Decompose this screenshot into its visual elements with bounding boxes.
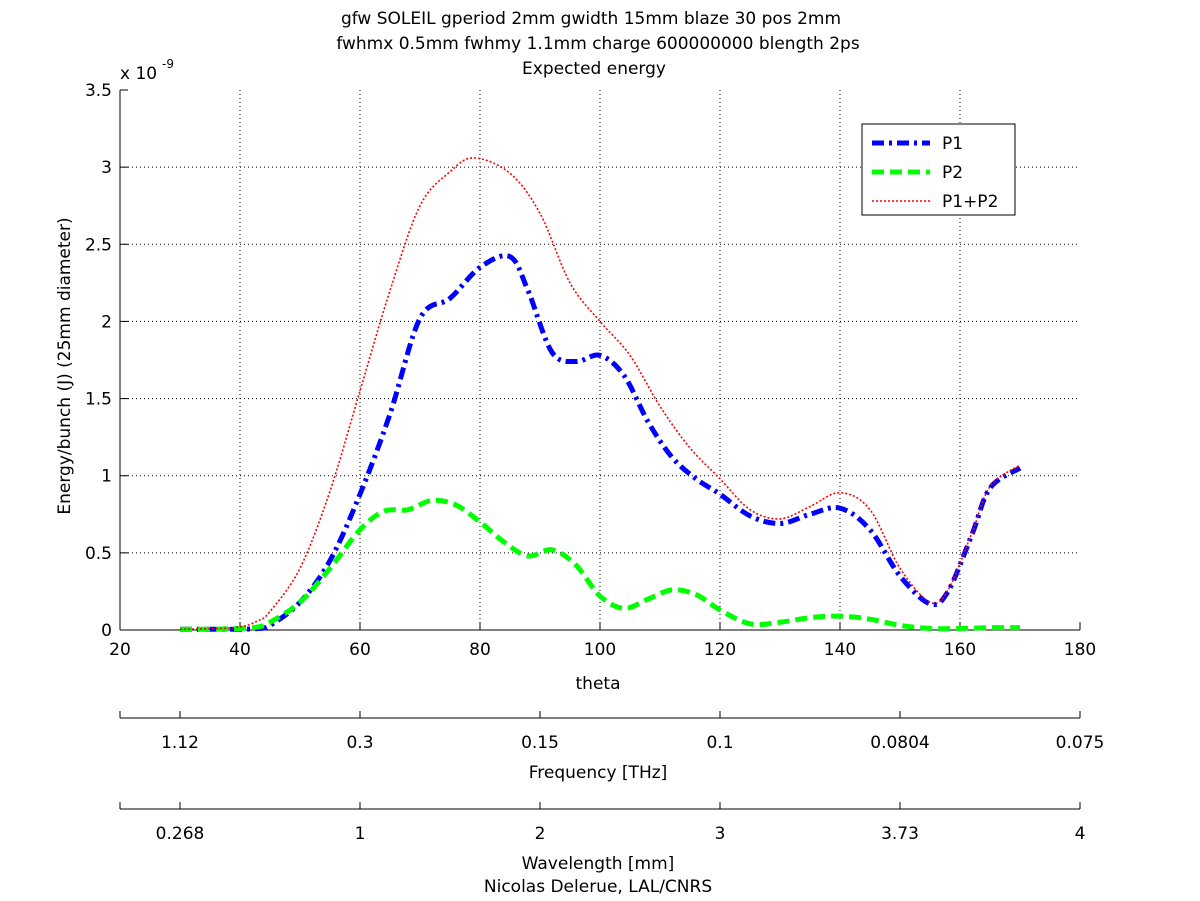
x-axis-label: theta — [576, 674, 621, 694]
plot-lines — [179, 157, 1022, 632]
secondary-tick-label: 0.15 — [521, 733, 559, 753]
secondary-axes: 1.12 0.3 0.15 0.1 0.0804 0.075 Frequency [THz]… — [119, 711, 1105, 874]
secondary-tick-label: 0.1 — [706, 733, 733, 753]
series-line-p2 — [179, 497, 1021, 632]
footer-credit: Nicolas Delerue, LAL/CNRS — [484, 877, 712, 897]
legend: P1 P2 P1+P2 — [861, 123, 1016, 216]
title-line-2: fwhmx 0.5mm fwhmy 1.1mm charge 600000000… — [336, 34, 860, 54]
chart-title: gfw SOLEIL gperiod 2mm gwidth 15mm blaze… — [336, 9, 860, 79]
x-tick-label: 60 — [349, 640, 371, 660]
secondary-axis-label: Wavelength [mm] — [522, 854, 675, 874]
legend-label: P2 — [942, 163, 963, 183]
y-tick-label: 1 — [101, 467, 112, 487]
secondary-tick-label: 0.3 — [346, 733, 373, 753]
y-tick-label: 0 — [101, 621, 112, 641]
x-tick-label: 80 — [469, 640, 491, 660]
series-line-p1-p2 — [179, 157, 1021, 631]
secondary-tick-label: 0.268 — [156, 824, 205, 844]
title-line-1: gfw SOLEIL gperiod 2mm gwidth 15mm blaze… — [341, 9, 841, 29]
y-tick-label: 0.5 — [85, 544, 112, 564]
legend-label: P1+P2 — [942, 192, 998, 212]
y-multiplier-label: x 10 — [120, 64, 157, 84]
x-tick-label: 180 — [1064, 640, 1096, 660]
title-line-3: Expected energy — [522, 59, 666, 79]
x-tick-label: 120 — [704, 640, 736, 660]
y-tick-label: 3 — [101, 158, 112, 178]
secondary-tick-label: 1.12 — [161, 733, 199, 753]
secondary-tick-label: 3.73 — [881, 824, 919, 844]
x-ticks: 20 40 60 80 100 120 140 160 180 — [109, 622, 1096, 660]
y-tick-label: 2 — [101, 312, 112, 332]
secondary-tick-label: 0.0804 — [870, 733, 929, 753]
x-tick-label: 100 — [584, 640, 616, 660]
y-ticks: 0 0.5 1 1.5 2 2.5 3 3.5 — [85, 81, 128, 641]
y-multiplier: x 10 -9 — [120, 57, 174, 84]
x-tick-label: 20 — [109, 640, 131, 660]
x-tick-label: 40 — [229, 640, 251, 660]
legend-label: P1 — [942, 134, 963, 154]
secondary-tick-label: 1 — [355, 824, 366, 844]
secondary-axis-label: Frequency [THz] — [529, 763, 668, 783]
x-tick-label: 160 — [944, 640, 976, 660]
secondary-tick-label: 4 — [1075, 824, 1086, 844]
grid — [120, 90, 1080, 630]
secondary-tick-label: 0.075 — [1056, 733, 1105, 753]
x-tick-label: 140 — [824, 640, 856, 660]
y-tick-label: 3.5 — [85, 81, 112, 101]
y-axis-label: Energy/bunch (J) (25mm diameter) — [55, 217, 75, 514]
secondary-tick-label: 3 — [715, 824, 726, 844]
y-tick-label: 1.5 — [85, 390, 112, 410]
series-line-p1 — [180, 253, 1022, 632]
y-multiplier-exponent: -9 — [162, 57, 174, 71]
legend-box — [861, 123, 1016, 216]
secondary-tick-label: 2 — [535, 824, 546, 844]
y-tick-label: 2.5 — [85, 235, 112, 255]
